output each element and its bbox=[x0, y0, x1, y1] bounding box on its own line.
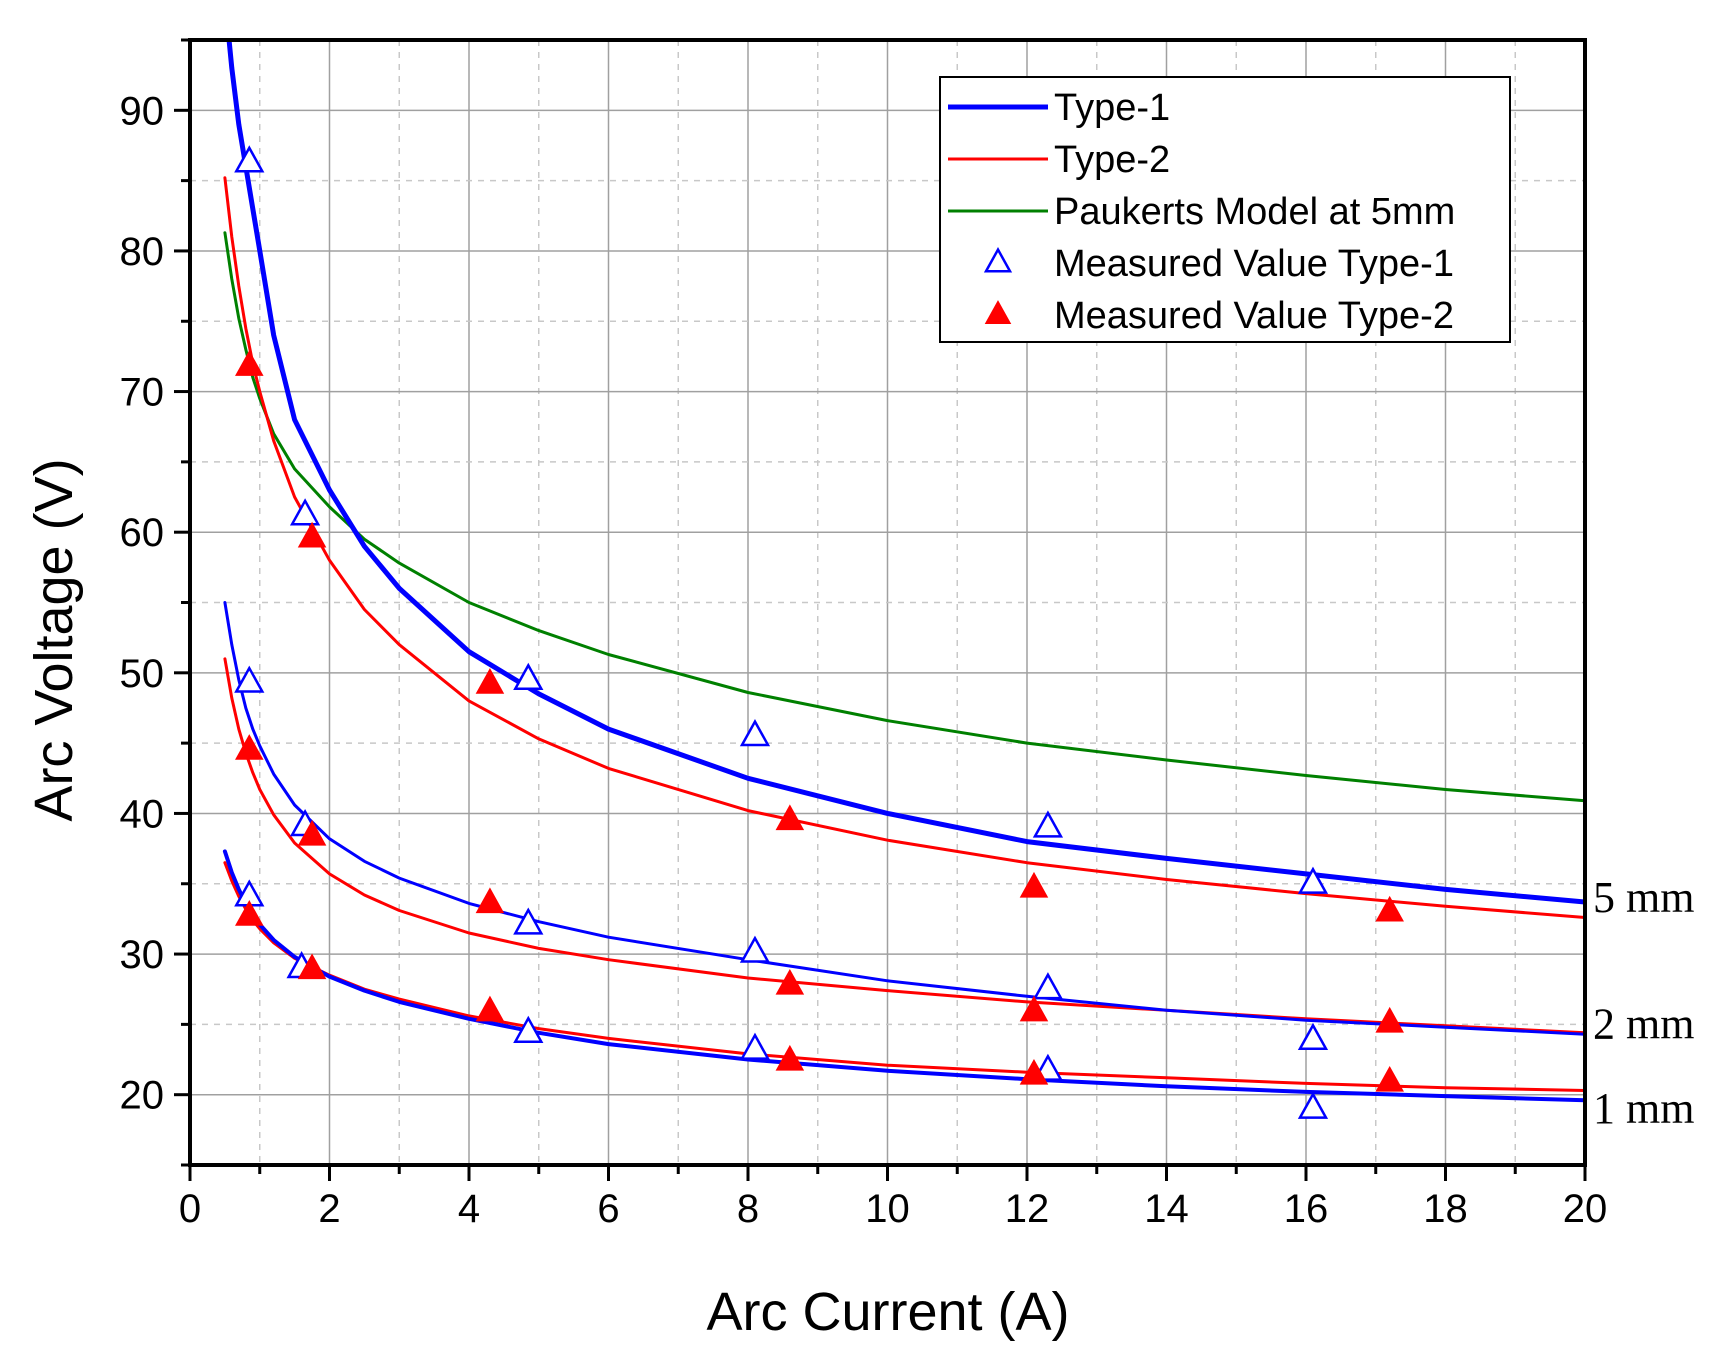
tick-labels: 0 2 4 6 8 10 12 14 16 18 20 20 30 40 50 60 70 80 90 bbox=[120, 89, 1608, 1231]
legend-label: Type-2 bbox=[1054, 139, 1170, 181]
measured-type2-point bbox=[1019, 871, 1049, 898]
measured-type2-point bbox=[235, 900, 264, 926]
y-tick-label: 70 bbox=[120, 371, 165, 415]
measured-type1-point bbox=[234, 665, 265, 693]
measured-type2-point bbox=[1019, 995, 1049, 1022]
axis-ticks bbox=[174, 38, 1587, 1181]
measured-type2-point bbox=[235, 734, 264, 760]
series-line-type-2-1-mm bbox=[223, 861, 1585, 1092]
measured-type1-point bbox=[739, 1032, 771, 1060]
y-tick-label: 40 bbox=[120, 792, 165, 836]
y-axis-title: Arc Voltage (V) bbox=[24, 458, 84, 821]
measured-type2-point bbox=[297, 521, 327, 548]
measured-type1-point bbox=[1032, 810, 1064, 838]
x-axis-title: Arc Current (A) bbox=[706, 1282, 1069, 1342]
distance-annotations: 5 mm 2 mm 1 mm bbox=[1593, 873, 1694, 1133]
distance-annotation: 2 mm bbox=[1593, 999, 1694, 1048]
measured-type1-point bbox=[1297, 1022, 1329, 1050]
x-tick-label: 0 bbox=[179, 1187, 201, 1231]
x-tick-label: 8 bbox=[737, 1187, 759, 1231]
y-tick-label: 30 bbox=[120, 933, 165, 977]
measured-type2-point bbox=[297, 953, 327, 980]
measured-type2-point bbox=[475, 668, 505, 694]
y-tick-label: 50 bbox=[120, 652, 165, 696]
measured-type1-point bbox=[234, 145, 265, 173]
x-tick-label: 20 bbox=[1563, 1187, 1608, 1231]
measured-type1-point bbox=[1297, 1091, 1329, 1119]
measured-markers bbox=[234, 145, 1404, 1119]
measured-type2-point bbox=[775, 804, 805, 831]
measured-type2-point bbox=[235, 350, 264, 376]
measured-type1-point bbox=[739, 719, 771, 747]
measured-type1-point bbox=[1297, 866, 1329, 894]
legend-label: Measured Value Type-2 bbox=[1054, 295, 1454, 337]
x-tick-label: 18 bbox=[1423, 1187, 1468, 1231]
distance-annotation: 1 mm bbox=[1593, 1084, 1694, 1133]
y-tick-label: 80 bbox=[120, 230, 165, 274]
measured-type2-point bbox=[297, 819, 327, 846]
measured-type1-point bbox=[1032, 972, 1064, 1000]
x-tick-label: 10 bbox=[865, 1187, 910, 1231]
measured-type2-point bbox=[775, 1044, 805, 1071]
legend-label: Type-1 bbox=[1054, 87, 1170, 129]
y-tick-label: 90 bbox=[120, 89, 165, 133]
legend-swatch-marker bbox=[984, 300, 1012, 324]
measured-type2-point bbox=[1375, 1065, 1404, 1092]
y-tick-label: 60 bbox=[120, 511, 165, 555]
measured-type2-point bbox=[1019, 1058, 1049, 1085]
x-tick-label: 16 bbox=[1284, 1187, 1329, 1231]
measured-type2-point bbox=[1375, 895, 1404, 922]
series-line-type-2-5-mm bbox=[223, 176, 1585, 919]
x-tick-label: 4 bbox=[458, 1187, 480, 1231]
measured-type1-point bbox=[513, 662, 544, 690]
y-tick-label: 20 bbox=[120, 1074, 165, 1118]
series-line-type-1-5-mm bbox=[226, 40, 1585, 905]
series-line-type-1-2-mm bbox=[223, 601, 1585, 1036]
measured-type2-point bbox=[775, 968, 805, 995]
measured-type1-point bbox=[739, 935, 771, 963]
legend-swatch-marker bbox=[983, 247, 1013, 273]
measured-type2-point bbox=[475, 887, 505, 914]
legend-label: Measured Value Type-1 bbox=[1054, 243, 1454, 285]
measured-type2-point bbox=[1375, 1006, 1404, 1033]
x-tick-label: 12 bbox=[1005, 1187, 1050, 1231]
legend-label: Paukerts Model at 5mm bbox=[1054, 191, 1455, 233]
measured-type2-point bbox=[475, 995, 505, 1022]
x-tick-label: 6 bbox=[597, 1187, 619, 1231]
measured-type1-point bbox=[289, 498, 321, 526]
legend: Type-1 Type-2 Paukerts Model at 5mm Measure… bbox=[939, 76, 1511, 343]
measured-type1-point bbox=[513, 1015, 544, 1043]
x-tick-label: 14 bbox=[1144, 1187, 1189, 1231]
distance-annotation: 5 mm bbox=[1593, 873, 1694, 922]
measured-type1-point bbox=[513, 907, 544, 935]
x-tick-label: 2 bbox=[318, 1187, 340, 1231]
series-line-type-2-2-mm bbox=[223, 657, 1585, 1035]
